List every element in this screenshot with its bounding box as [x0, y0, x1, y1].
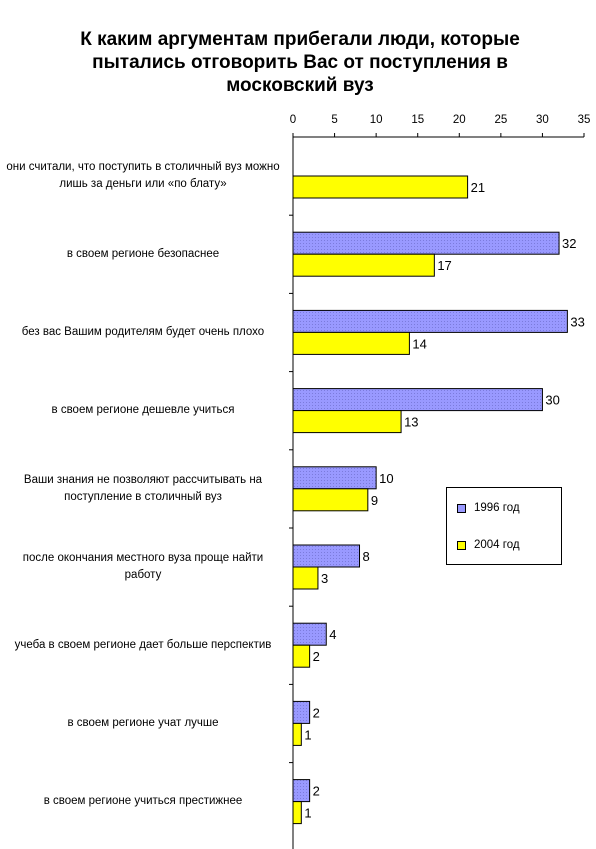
- data-label: 3: [321, 571, 328, 586]
- data-label: 8: [363, 549, 370, 564]
- legend-label-2004: 2004 год: [474, 539, 520, 551]
- legend: 1996 год 2004 год: [446, 487, 562, 565]
- legend-label-1996: 1996 год: [474, 502, 520, 514]
- data-label: 13: [404, 415, 418, 430]
- bar-1996-год-3: [292, 388, 543, 412]
- bar-1996-год-4: [292, 466, 377, 490]
- data-label: 30: [545, 393, 559, 408]
- bar-2004-год-8: [292, 801, 302, 825]
- x-tick-label: 35: [578, 114, 591, 126]
- x-tick-label: 25: [494, 114, 507, 126]
- legend-swatch-2004: [457, 540, 466, 550]
- x-tick-label: 15: [411, 114, 424, 126]
- bar-2004-год-6: [292, 644, 311, 668]
- category-label: в своем регионе дешевле учиться: [51, 404, 235, 417]
- x-tick-label: 30: [536, 114, 549, 126]
- x-tick-label: 5: [331, 114, 337, 126]
- data-label: 2: [313, 649, 320, 664]
- category-label: в своем регионе учиться престижнее: [43, 795, 243, 808]
- bar-1996-год-6: [292, 622, 327, 646]
- bar-1996-год-5: [292, 544, 361, 568]
- bar-1996-год-1: [292, 231, 560, 255]
- data-label: 17: [437, 258, 451, 273]
- legend-item-2004: 2004 год: [457, 539, 520, 551]
- legend-swatch-1996: [457, 503, 466, 513]
- data-label: 4: [329, 627, 336, 642]
- x-tick-label: 10: [370, 114, 383, 126]
- data-label: 1: [304, 806, 311, 821]
- category-label: без вас Вашим родителям будет очень плох…: [21, 325, 265, 338]
- category-label: в своем регионе учат лучше: [67, 716, 219, 729]
- category-label: учеба в своем регионе дает больше перспе…: [14, 638, 272, 651]
- legend-item-1996: 1996 год: [457, 502, 520, 514]
- data-label: 10: [379, 471, 393, 486]
- bar-2004-год-2: [292, 331, 410, 355]
- chart-title: К каким аргументам прибегали люди, котор…: [80, 29, 520, 96]
- data-label: 9: [371, 493, 378, 508]
- bar-2004-год-4: [292, 488, 369, 512]
- category-label: после окончания местного вуза проще найт…: [22, 552, 264, 581]
- data-label: 1: [304, 727, 311, 742]
- bar-1996-год-7: [292, 700, 311, 724]
- x-tick-label: 0: [290, 114, 296, 126]
- data-label: 14: [412, 336, 426, 351]
- bar-2004-год-0: [292, 175, 469, 199]
- category-label: Ваши знания не позволяют рассчитывать на…: [23, 473, 263, 503]
- category-label: они считали, что поступить в столичный в…: [6, 161, 280, 190]
- bar-2004-год-3: [292, 410, 402, 434]
- bar-2004-год-1: [292, 253, 435, 277]
- data-label: 21: [471, 180, 485, 195]
- category-label: в своем регионе безопаснее: [66, 247, 220, 260]
- bar-1996-год-8: [292, 779, 311, 803]
- data-label: 32: [562, 236, 576, 251]
- data-label: 33: [570, 314, 584, 329]
- data-label: 2: [313, 784, 320, 799]
- bar-1996-год-2: [292, 309, 568, 333]
- data-label: 2: [313, 705, 320, 720]
- bar-2004-год-7: [292, 722, 302, 746]
- bar-2004-год-5: [292, 566, 319, 590]
- x-tick-label: 20: [453, 114, 466, 126]
